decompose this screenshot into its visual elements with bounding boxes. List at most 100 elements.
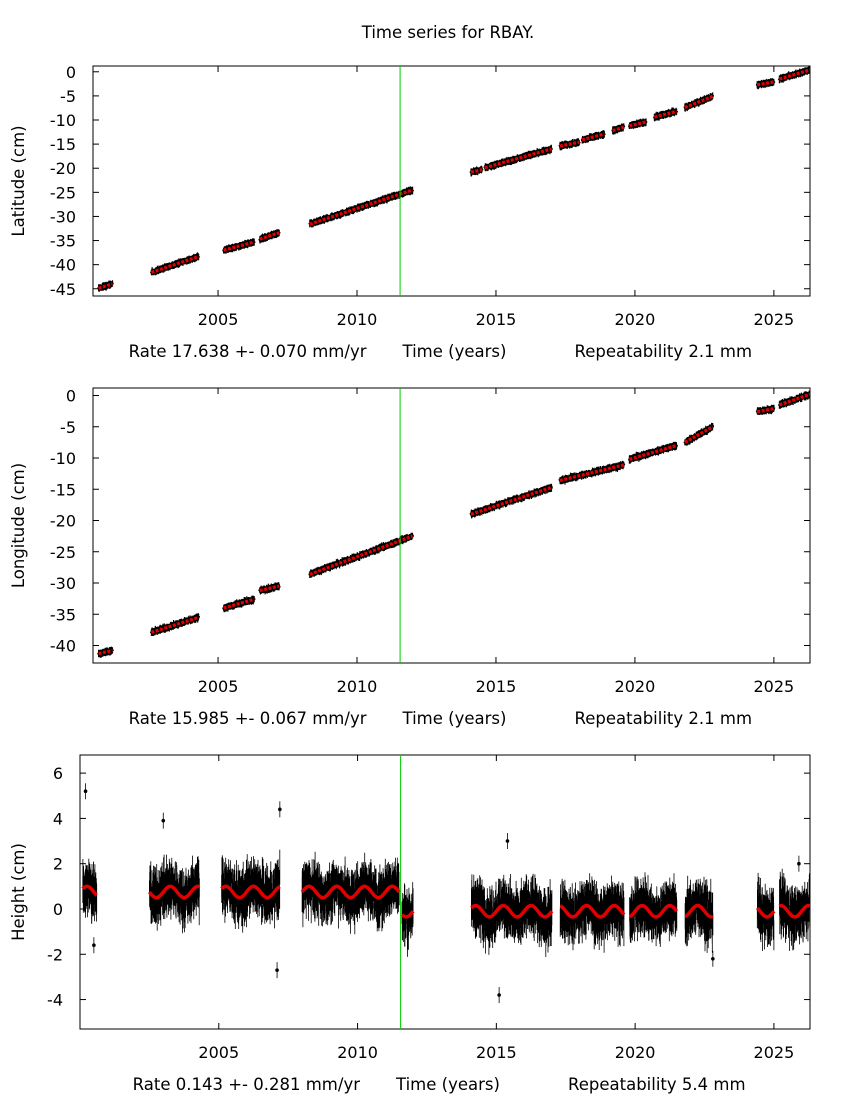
data-segment — [559, 873, 626, 953]
model-fit-line — [470, 168, 483, 174]
y-tick-label: -15 — [50, 480, 76, 499]
y-tick-label: -40 — [50, 256, 76, 275]
y-tick-label: -15 — [50, 135, 76, 154]
data-segment — [611, 123, 626, 135]
data-segment — [778, 868, 810, 951]
y-tick-label: -10 — [50, 449, 76, 468]
x-tick-label: 2015 — [476, 310, 517, 329]
model-fit-line — [755, 906, 776, 919]
model-fit-line — [81, 884, 98, 897]
model-fit-line — [484, 147, 552, 170]
y-axis-label: Height (cm) — [9, 843, 28, 941]
x-tick-label: 2020 — [615, 310, 656, 329]
model-fit-line — [559, 903, 626, 919]
data-segment — [400, 882, 415, 957]
x-tick-label: 2005 — [198, 1043, 239, 1062]
data-segment — [97, 280, 114, 292]
x-tick-label: 2015 — [476, 1043, 517, 1062]
data-segment — [755, 872, 776, 951]
data-segment — [81, 858, 98, 924]
data-layer — [81, 783, 810, 1004]
outlier-point — [711, 957, 715, 961]
data-segment — [683, 422, 714, 446]
data-segment — [150, 252, 200, 276]
x-tick-label: 2025 — [754, 1043, 795, 1062]
model-fit-line — [778, 68, 810, 81]
model-fit-line — [150, 254, 200, 274]
model-fit-line — [259, 231, 280, 241]
plot-frame — [92, 387, 811, 664]
figure-title: Time series for RBAY. — [361, 23, 534, 42]
y-tick-label: -20 — [50, 159, 76, 178]
data-segment — [220, 849, 281, 933]
model-fit-line — [653, 109, 678, 119]
model-fit-line — [629, 120, 647, 128]
y-tick-label: -4 — [47, 991, 63, 1010]
x-tick-label: 2025 — [754, 677, 795, 696]
y-axis-label: Longitude (cm) — [9, 463, 28, 588]
model-fit-line — [98, 282, 113, 290]
y-tick-label: -45 — [50, 280, 76, 299]
data-segment — [469, 483, 553, 519]
x-tick-label: 2010 — [337, 677, 378, 696]
model-fit-line — [470, 903, 554, 919]
y-tick-label: -20 — [50, 512, 76, 531]
data-segment — [470, 873, 554, 957]
model-fit-line — [220, 884, 281, 900]
data-segment — [222, 595, 256, 613]
model-fit-line — [148, 884, 200, 900]
model-fit-line — [470, 485, 553, 516]
data-layer — [97, 390, 810, 658]
model-fit-line — [778, 392, 810, 407]
y-tick-label: -30 — [50, 574, 76, 593]
x-tick-label: 2015 — [476, 677, 517, 696]
model-fit-line — [400, 910, 415, 919]
x-tick-label: 2010 — [337, 1043, 378, 1062]
model-fit-line — [300, 884, 401, 900]
y-tick-label: 4 — [53, 809, 63, 828]
y-tick-label: -2 — [47, 945, 63, 964]
x-tick-label: 2020 — [615, 1043, 656, 1062]
model-fit-line — [309, 188, 414, 226]
x-axis-label: Time (years) — [402, 342, 507, 361]
data-segment — [97, 646, 114, 658]
model-fit-line — [559, 463, 625, 483]
x-axis-label: Time (years) — [395, 1075, 500, 1094]
data-segment — [755, 78, 776, 90]
y-tick-label: -10 — [50, 111, 76, 130]
observation-points — [149, 854, 200, 934]
data-segment — [778, 66, 810, 84]
panel-height: 6 4 2 0 -2 -4 2005 2010 2015 2020 2025 Height (cm) R… — [9, 754, 811, 1094]
rate-label: Rate 17.638 +- 0.070 mm/yr — [129, 342, 367, 361]
model-fit-line — [559, 140, 580, 148]
plot-frame — [79, 754, 811, 1030]
y-tick-label: -25 — [50, 183, 76, 202]
outlier-point — [161, 818, 166, 823]
y-tick-label: 0 — [53, 900, 63, 919]
data-segment — [755, 404, 776, 415]
model-fit-line — [259, 584, 280, 593]
plot-frame — [92, 65, 811, 297]
data-segment — [308, 186, 414, 228]
data-segment — [483, 144, 553, 172]
x-axis-label: Time (years) — [402, 709, 507, 728]
data-segment — [300, 851, 401, 935]
model-fit-line — [684, 94, 714, 109]
model-fit-line — [778, 903, 810, 919]
rate-label: Rate 15.985 +- 0.067 mm/yr — [129, 709, 367, 728]
panel-latitude: 0 -5 -10 -15 -20 -25 -30 -35 -40 -45 2005 2010 2015 2… — [9, 63, 811, 361]
data-segment — [580, 130, 606, 144]
data-segment — [558, 460, 626, 485]
panel-longitude: 0 -5 -10 -15 -20 -25 -30 -35 -40 2005 2010 2015 2020… — [9, 387, 811, 728]
data-segment — [653, 107, 678, 122]
outlier-point — [797, 861, 801, 866]
y-tick-label: 2 — [53, 855, 63, 874]
y-tick-label: 0 — [66, 387, 76, 406]
rate-label: Rate 0.143 +- 0.281 mm/yr — [133, 1075, 361, 1094]
data-segment — [258, 582, 281, 595]
data-segment — [558, 138, 581, 151]
data-segment — [684, 875, 714, 953]
model-fit-line — [629, 903, 679, 919]
observation-points — [82, 858, 98, 924]
